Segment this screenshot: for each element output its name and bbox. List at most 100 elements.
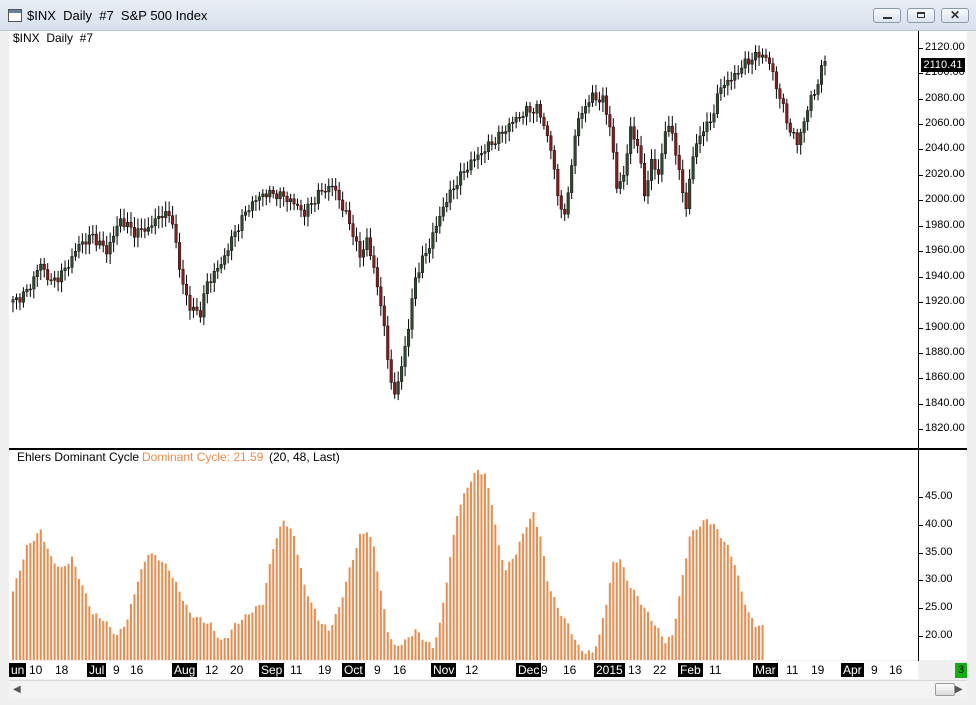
cycle-bar	[261, 604, 264, 660]
y-axis-label: 30.00	[925, 573, 953, 586]
price-candle	[132, 217, 136, 248]
cycle-bar	[435, 637, 438, 660]
cycle-bar	[730, 556, 733, 660]
cycle-bar	[456, 516, 459, 660]
price-candle	[473, 151, 477, 168]
y-axis-label: 40.00	[925, 517, 953, 530]
y-axis-label: 1840.00	[925, 396, 965, 409]
price-y-axis[interactable]: 2110.41 2120.00 2100.00 2080.00 2060.00 2040…	[919, 31, 967, 448]
cycle-bar	[98, 618, 101, 660]
y-axis-label: 2060.00	[925, 117, 965, 130]
price-candle	[622, 165, 626, 190]
cycle-bar	[650, 620, 653, 660]
maximize-button[interactable]	[907, 8, 935, 23]
cycle-bar	[237, 623, 240, 660]
x-axis-label: Dec	[516, 663, 542, 677]
price-candle	[802, 117, 806, 143]
y-axis-tick	[919, 608, 923, 610]
dominant-cycle-chart	[12, 469, 764, 660]
indicator-y-axis[interactable]: 45.00 40.00 35.00 30.00 25.00 20.00	[919, 450, 967, 660]
corner-badge[interactable]: 3	[955, 663, 967, 678]
price-candle	[708, 112, 712, 131]
price-candle	[87, 226, 91, 255]
scroll-right-icon[interactable]: ▶	[955, 684, 963, 695]
price-candle	[518, 112, 522, 122]
cycle-bar	[258, 604, 261, 660]
cycle-bar	[463, 493, 466, 660]
cycle-bar	[209, 622, 212, 660]
price-candle	[28, 283, 32, 297]
price-candle	[504, 125, 508, 144]
cycle-bar	[74, 566, 77, 660]
cycle-bar	[206, 623, 209, 660]
cycle-bar	[140, 569, 143, 660]
horizontal-scrollbar[interactable]: ◀ ▶	[9, 680, 967, 698]
cycle-bar	[251, 612, 254, 660]
y-axis-tick	[919, 174, 923, 176]
close-button[interactable]: ✕	[941, 8, 969, 23]
cycle-bar	[84, 593, 87, 660]
price-candle	[191, 297, 195, 318]
cycle-bar	[636, 596, 639, 660]
price-candle	[431, 222, 435, 259]
cycle-bar	[192, 617, 195, 660]
cycle-bar	[411, 636, 414, 660]
price-candle	[334, 177, 338, 201]
x-axis-label: 18	[55, 663, 69, 677]
cycle-bar	[129, 604, 132, 660]
cycle-bar	[234, 622, 237, 660]
cycle-bar	[220, 639, 223, 660]
price-candle	[715, 84, 719, 119]
cycle-bar	[601, 617, 604, 660]
cycle-bar	[608, 583, 611, 660]
cycle-bar	[508, 561, 511, 660]
cycle-bar	[626, 580, 629, 660]
cycle-bar	[355, 547, 358, 660]
minimize-button[interactable]	[873, 8, 901, 23]
price-candle	[466, 161, 470, 178]
cycle-bar	[279, 526, 282, 660]
price-candle	[584, 99, 588, 123]
y-axis-label: 1920.00	[925, 295, 965, 308]
price-candle	[410, 288, 414, 339]
price-candle	[476, 146, 480, 169]
price-candle	[379, 277, 383, 316]
cycle-bar	[476, 469, 479, 660]
cycle-bar	[88, 606, 91, 660]
price-candle	[781, 93, 785, 113]
cycle-bar	[400, 644, 403, 660]
price-candle	[60, 263, 64, 293]
cycle-bar	[504, 570, 507, 660]
y-axis-tick	[919, 635, 923, 637]
cycle-bar	[657, 628, 660, 660]
cycle-bar	[553, 596, 556, 660]
price-candle	[53, 271, 57, 288]
price-candle	[615, 143, 619, 194]
price-candle	[597, 91, 601, 111]
scrollbar-thumb[interactable]	[935, 683, 955, 696]
cycle-bar	[12, 591, 14, 660]
price-candle	[11, 295, 15, 313]
cycle-bar	[352, 559, 355, 660]
indicator-pane[interactable]: Ehlers Dominant Cycle Dominant Cycle: 21…	[9, 450, 918, 660]
scroll-left-icon[interactable]: ◀	[13, 684, 21, 695]
price-candle	[247, 204, 251, 217]
price-candle	[178, 232, 182, 278]
price-candle	[171, 205, 175, 229]
cycle-bar	[612, 561, 615, 660]
cycle-bar	[282, 520, 285, 660]
pane-divider[interactable]	[9, 448, 967, 450]
price-candle	[514, 111, 518, 129]
date-axis[interactable]: un 10 18 Jul 9 16 Aug 12 20 Sep 11 19 Oct 9 16 Nov 12 Dec…	[9, 661, 918, 679]
y-axis-label: 1980.00	[925, 218, 965, 231]
price-candle	[56, 270, 60, 292]
cycle-bar	[546, 581, 549, 660]
cycle-bar	[615, 562, 618, 660]
cycle-bar	[133, 594, 136, 660]
x-axis-label: 13	[628, 663, 642, 677]
y-axis-label: 2040.00	[925, 142, 965, 155]
price-chart-pane[interactable]: $INX Daily #7	[9, 31, 918, 448]
price-candle	[49, 273, 53, 285]
cycle-bar	[560, 615, 563, 660]
cycle-bar	[372, 546, 375, 660]
